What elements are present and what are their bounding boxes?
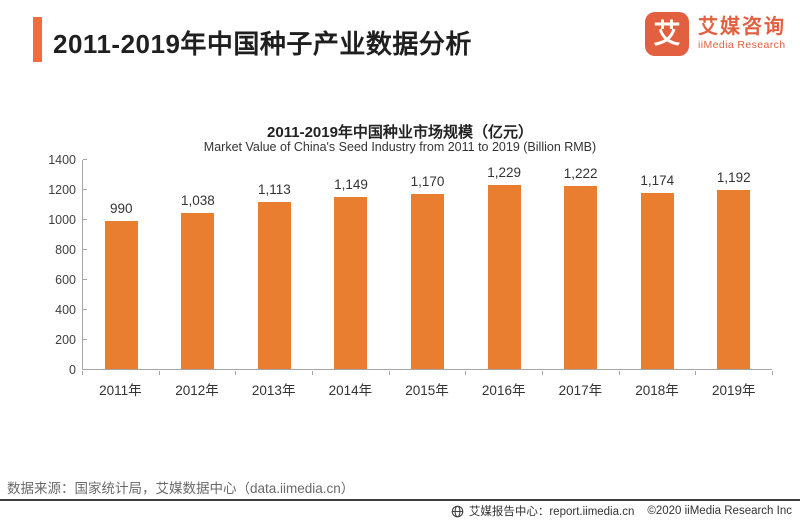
y-axis-tick-mark <box>83 219 87 220</box>
iimedia-logo: 艾 艾媒咨询 iiMedia Research <box>645 12 786 56</box>
title-accent-bar <box>33 17 42 62</box>
x-axis-tick-mark <box>158 371 160 375</box>
bar-slot-2011年: 990 <box>83 160 160 369</box>
bar <box>257 202 291 369</box>
y-axis-tick-label: 1200 <box>48 183 76 197</box>
bar-value-label: 1,038 <box>180 193 215 209</box>
bar-value-label: 1,222 <box>563 165 598 181</box>
x-axis-category-label: 2017年 <box>558 383 603 398</box>
bar <box>640 192 674 369</box>
logo-text: 艾媒咨询 iiMedia Research <box>698 15 786 53</box>
bar <box>104 220 138 369</box>
x-axis-category-label: 2018年 <box>635 383 679 398</box>
bar-value-label: 1,229 <box>487 164 521 180</box>
report-center-text: 艾媒报告中心：report.iimedia.cn <box>468 506 635 518</box>
y-axis-tick-mark <box>83 339 87 340</box>
y-axis-tick-mark <box>83 279 87 280</box>
bar-slot-2016年: 1,229 <box>466 160 543 369</box>
x-axis-category-label: 2019年 <box>711 383 756 398</box>
bar <box>487 184 521 369</box>
y-axis-tick-label: 600 <box>55 273 76 287</box>
x-axis-tick-mark <box>542 371 543 375</box>
logo-name-en: iiMedia Research <box>698 39 786 52</box>
y-axis-tick-label: 400 <box>55 303 76 317</box>
y-axis-tick-label: 800 <box>55 243 76 257</box>
y-axis-tick-mark <box>83 189 87 190</box>
y-axis-tick-mark <box>83 309 87 310</box>
bar-slot-2018年: 1,174 <box>619 160 696 369</box>
x-axis-tick-mark <box>695 371 697 375</box>
chart-subtitle: Market Value of China's Seed Industry fr… <box>203 140 597 154</box>
x-axis-category-label: 2011年 <box>99 383 142 398</box>
x-axis-tick-mark <box>465 371 467 375</box>
y-axis-tick-label: 1000 <box>48 213 76 227</box>
bar-slot-2019年: 1,192 <box>696 160 773 369</box>
bar-value-label: 1,113 <box>258 182 291 198</box>
y-axis-tick-label: 0 <box>69 363 76 377</box>
x-axis-category-label: 2016年 <box>481 383 526 398</box>
bar-value-label: 1,192 <box>716 170 751 186</box>
iimedia-logo-icon: 艾 <box>645 12 689 56</box>
bar <box>411 193 445 369</box>
x-axis-category-label: 2014年 <box>328 383 373 398</box>
x-axis-category-label: 2012年 <box>175 383 219 398</box>
bar-value-label: 990 <box>110 200 133 216</box>
page-title: 2011-2019年中国种子产业数据分析 <box>53 29 472 59</box>
bar-slot-2017年: 1,222 <box>542 160 619 369</box>
x-axis-tick-mark <box>388 371 390 375</box>
x-axis-ticks <box>82 371 773 376</box>
bar-slot-2015年: 1,170 <box>389 160 466 369</box>
y-axis-labels: 0 200 400 600 800 1000 1200 1400 <box>30 153 76 377</box>
copyright-text: ©2020 iiMedia Research Inc <box>647 505 792 517</box>
x-axis-labels: 2011年 2012年 2013年 2014年 2015年 2016年 2017年 2018年… <box>82 379 772 399</box>
globe-icon <box>451 505 464 518</box>
y-axis-tick-mark <box>83 159 87 160</box>
bar-value-label: 1,170 <box>410 173 445 189</box>
logo-name-cn: 艾媒咨询 <box>698 16 786 39</box>
bar-slot-2012年: 1,038 <box>160 160 237 369</box>
x-axis-tick-mark <box>618 371 620 375</box>
x-axis-category-label: 2013年 <box>251 383 296 398</box>
bar <box>181 213 215 369</box>
y-axis-tick-label: 200 <box>55 333 76 347</box>
x-axis-tick-mark <box>82 371 83 375</box>
x-axis-category-label: 2015年 <box>405 383 449 398</box>
data-source-note: 数据来源：国家统计局，艾媒数据中心（data.iimedia.cn） <box>7 481 355 496</box>
bar-value-label: 1,174 <box>640 172 675 188</box>
bar-value-label: 1,149 <box>334 176 368 192</box>
y-axis-tick-label: 1400 <box>48 153 76 167</box>
x-axis-tick-mark <box>235 371 237 375</box>
chart-title: 2011-2019年中国种业市场规模（亿元） <box>267 124 533 141</box>
x-axis-tick-mark <box>312 371 313 375</box>
bar-chart-plot-area: 990 1,038 1,113 1,149 1,170 1,229 1,222 1,174 1,… <box>82 160 772 370</box>
bar <box>717 190 751 369</box>
bar <box>334 196 368 369</box>
x-axis-tick-mark <box>772 371 773 375</box>
bottom-bar: 艾媒报告中心：report.iimedia.cn ©2020 iiMedia R… <box>451 503 792 519</box>
bar <box>564 185 598 369</box>
footer-divider <box>0 499 800 501</box>
bar-slot-2014年: 1,149 <box>313 160 390 369</box>
y-axis-tick-mark <box>83 249 87 250</box>
bar-slot-2013年: 1,113 <box>236 160 313 369</box>
